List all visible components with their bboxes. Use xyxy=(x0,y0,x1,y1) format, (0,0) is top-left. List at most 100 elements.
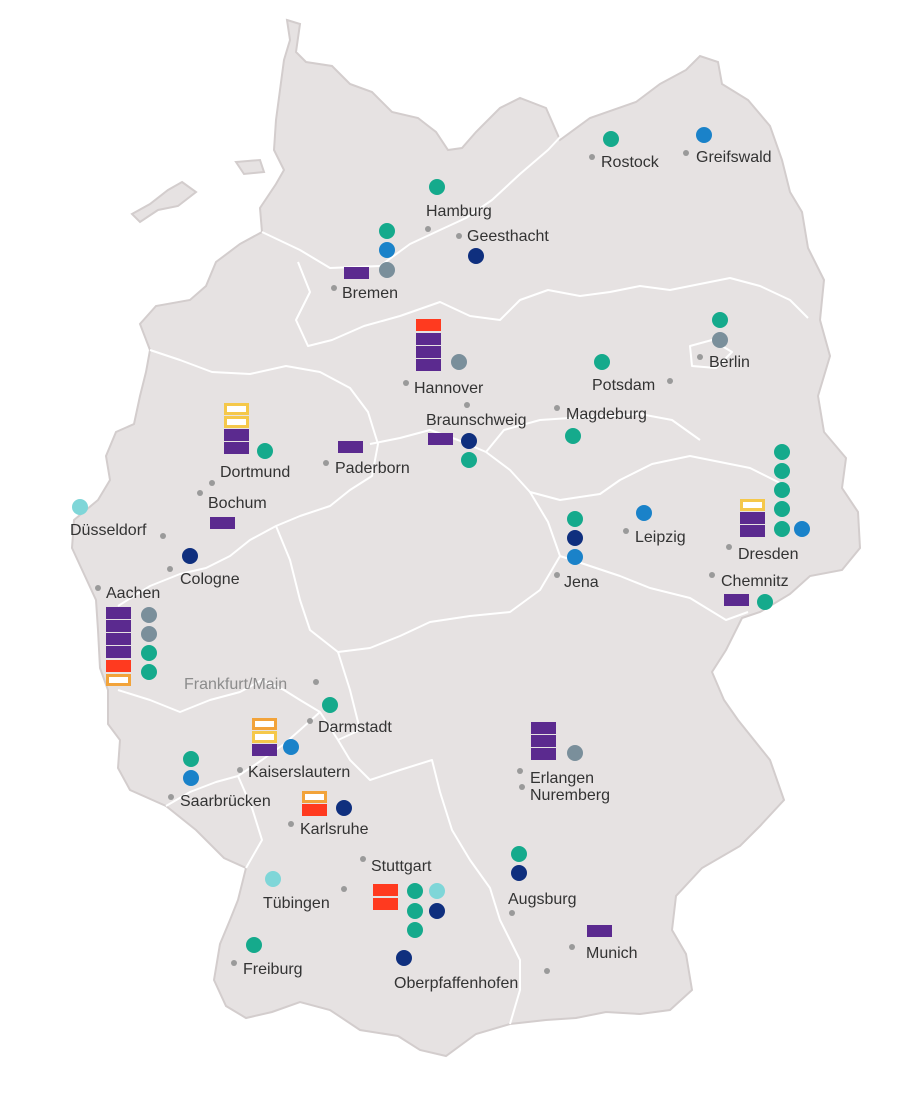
gray-circle-marker xyxy=(712,332,728,348)
teal-circle-marker xyxy=(183,751,199,767)
purple-bar-marker xyxy=(252,744,277,756)
city-potsdam: Potsdam xyxy=(592,377,673,394)
city-augsburg: Augsburg xyxy=(508,891,577,916)
city-dot xyxy=(331,285,337,291)
purple-bar-marker xyxy=(224,429,249,441)
city-label: Paderborn xyxy=(335,460,410,477)
city-greifswald: Greifswald xyxy=(683,149,772,166)
purple-bar-marker xyxy=(344,267,369,279)
orange-outline-bar-marker xyxy=(252,718,277,730)
red-bar-marker xyxy=(373,898,398,910)
teal-circle-marker xyxy=(379,223,395,239)
city-saarbruecken: Saarbrücken xyxy=(168,793,271,810)
city-jena: Jena xyxy=(554,572,599,591)
yellow-outline-bar-marker xyxy=(224,416,249,428)
teal-circle-marker xyxy=(429,179,445,195)
purple-bar-marker xyxy=(724,594,749,606)
purple-bar-marker xyxy=(210,517,235,529)
gray-circle-marker xyxy=(379,262,395,278)
city-label: Nuremberg xyxy=(530,787,610,804)
city-chemnitz: Chemnitz xyxy=(709,572,789,590)
city-label: Rostock xyxy=(601,154,660,171)
city-dot xyxy=(237,767,243,773)
city-duesseldorf: Düsseldorf xyxy=(70,522,166,539)
gray-circle-marker xyxy=(567,745,583,761)
city-layer: Rostock Greifswald Hamburg Geesthacht Bremen… xyxy=(70,149,798,992)
city-label: Geesthacht xyxy=(467,228,549,245)
purple-bar-marker xyxy=(740,512,765,524)
city-label: Dresden xyxy=(738,546,798,563)
city-label: Hamburg xyxy=(426,203,492,220)
teal-circle-marker xyxy=(246,937,262,953)
city-dot xyxy=(197,490,203,496)
teal-circle-marker xyxy=(565,428,581,444)
yellow-outline-bar-marker xyxy=(252,731,277,743)
city-label: Oberpfaffenhofen xyxy=(394,975,518,992)
city-dot xyxy=(360,856,366,862)
city-dot xyxy=(569,944,575,950)
navy-circle-marker xyxy=(511,865,527,881)
city-rostock: Rostock xyxy=(589,154,660,171)
teal-circle-marker xyxy=(774,521,790,537)
navy-circle-marker xyxy=(468,248,484,264)
city-magdeburg: Magdeburg xyxy=(554,405,647,423)
city-dot xyxy=(209,480,215,486)
city-dot xyxy=(160,533,166,539)
city-label: Munich xyxy=(586,945,638,962)
city-bremen: Bremen xyxy=(331,285,398,302)
teal-circle-marker xyxy=(774,463,790,479)
light-teal-circle-marker xyxy=(429,883,445,899)
city-label: Jena xyxy=(564,574,599,591)
blue-circle-marker xyxy=(567,549,583,565)
teal-circle-marker xyxy=(594,354,610,370)
city-dot xyxy=(554,572,560,578)
navy-circle-marker xyxy=(336,800,352,816)
purple-bar-marker xyxy=(338,441,363,453)
city-stuttgart: Stuttgart xyxy=(360,856,432,875)
navy-circle-marker xyxy=(182,548,198,564)
city-dot xyxy=(554,405,560,411)
blue-circle-marker xyxy=(794,521,810,537)
city-kaiserslautern: Kaiserslautern xyxy=(237,764,350,781)
purple-bar-marker xyxy=(740,525,765,537)
orange-outline-bar-marker xyxy=(302,791,327,803)
city-label: Kaiserslautern xyxy=(248,764,350,781)
city-dresden: Dresden xyxy=(726,544,798,563)
teal-circle-marker xyxy=(257,443,273,459)
teal-circle-marker xyxy=(774,501,790,517)
city-dot xyxy=(519,784,525,790)
city-label: Aachen xyxy=(106,585,160,602)
city-label: Greifswald xyxy=(696,149,772,166)
city-oberpfaffenhofen: Oberpfaffenhofen xyxy=(394,968,550,992)
city-label: Leipzig xyxy=(635,529,686,546)
teal-circle-marker xyxy=(461,452,477,468)
purple-bar-marker xyxy=(531,722,556,734)
city-braunschweig: Braunschweig xyxy=(426,402,527,429)
city-nuremberg: Nuremberg xyxy=(519,784,610,804)
purple-bar-marker xyxy=(106,620,131,632)
city-hannover: Hannover xyxy=(403,380,484,397)
purple-bar-marker xyxy=(106,607,131,619)
light-teal-circle-marker xyxy=(265,871,281,887)
city-dortmund: Dortmund xyxy=(209,464,290,486)
yellow-outline-bar-marker xyxy=(740,499,765,511)
city-aachen: Aachen xyxy=(95,585,160,602)
city-dot xyxy=(667,378,673,384)
state-borders xyxy=(117,117,809,1025)
city-dot xyxy=(307,718,313,724)
gray-circle-marker xyxy=(141,626,157,642)
purple-bar-marker xyxy=(416,359,441,371)
teal-circle-marker xyxy=(712,312,728,328)
teal-circle-marker xyxy=(511,846,527,862)
blue-circle-marker xyxy=(283,739,299,755)
marker-layer xyxy=(72,127,810,966)
purple-bar-marker xyxy=(416,333,441,345)
purple-bar-marker xyxy=(531,735,556,747)
city-dot xyxy=(323,460,329,466)
map-land xyxy=(70,18,862,1058)
city-dot xyxy=(403,380,409,386)
navy-circle-marker xyxy=(396,950,412,966)
city-label: Karlsruhe xyxy=(300,821,369,838)
red-bar-marker xyxy=(416,319,441,331)
teal-circle-marker xyxy=(603,131,619,147)
